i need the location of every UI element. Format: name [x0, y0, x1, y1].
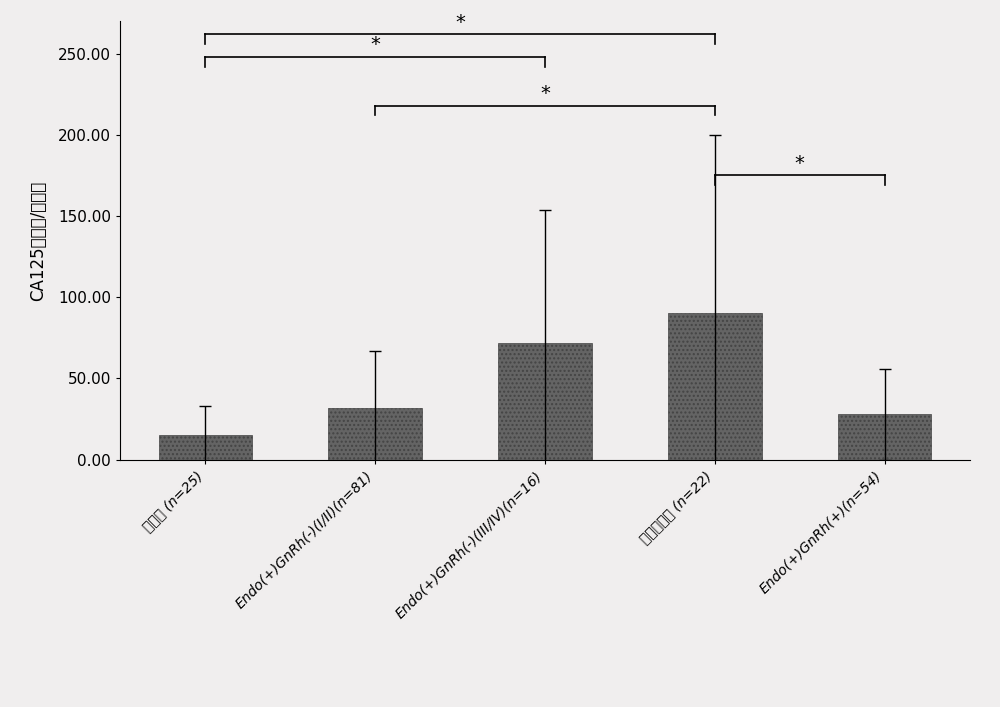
Text: *: *	[455, 13, 465, 32]
Text: *: *	[370, 35, 380, 54]
Bar	[159, 436, 252, 460]
Bar	[838, 414, 931, 460]
Text: *: *	[795, 154, 805, 173]
Bar	[498, 343, 592, 460]
Bar	[328, 408, 422, 460]
Text: *: *	[540, 84, 550, 103]
Y-axis label: CA125（单位/毫升）: CA125（单位/毫升）	[29, 180, 47, 300]
Bar	[668, 313, 762, 460]
